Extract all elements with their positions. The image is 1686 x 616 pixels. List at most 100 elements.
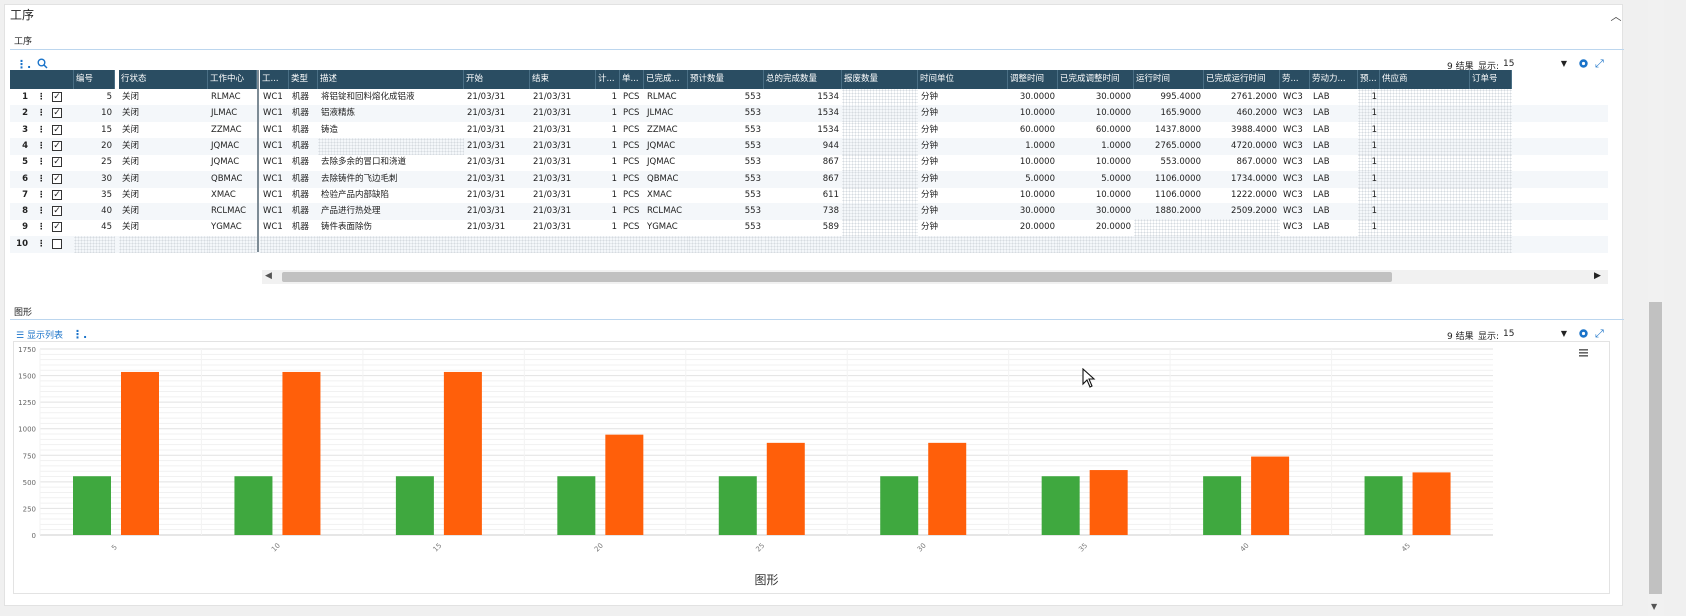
table-cell[interactable]: YGMAC <box>211 222 242 233</box>
column-header[interactable]: 劳动力... <box>1310 70 1358 89</box>
table-cell[interactable]: PCS <box>623 157 640 168</box>
table-row[interactable]: 10 ⋮ <box>10 235 1608 253</box>
chevron-up-icon[interactable]: ︿ <box>1610 10 1622 23</box>
table-cell[interactable] <box>1380 154 1470 172</box>
table-cell[interactable]: LAB <box>1313 140 1330 151</box>
table-cell[interactable]: 2765.0000 <box>1155 140 1201 151</box>
table-cell[interactable] <box>1280 235 1310 253</box>
table-row[interactable]: 1 ⋮ ✓ 5 关闭 RLMAC WC1 机器 将铝锭和回料熔化成铝液 21/03/31 21/03… <box>10 89 1608 106</box>
table-cell[interactable]: PCS <box>623 206 640 217</box>
table-cell[interactable]: 10.0000 <box>1095 157 1131 168</box>
table-cell[interactable]: 165.9000 <box>1160 108 1201 119</box>
table-cell[interactable]: WC1 <box>263 124 283 135</box>
column-header[interactable]: 运行时间 <box>1134 70 1204 89</box>
chart-more-options-icon[interactable]: ⋮. <box>72 328 88 341</box>
row-checkbox[interactable]: ✓ <box>52 173 62 184</box>
table-cell[interactable] <box>842 121 918 139</box>
table-cell[interactable]: 25 <box>101 157 112 168</box>
table-cell[interactable] <box>842 235 918 253</box>
table-cell[interactable]: 1 <box>611 189 617 200</box>
table-cell[interactable] <box>1380 89 1470 106</box>
column-header[interactable]: 报废数量 <box>842 70 918 89</box>
table-cell[interactable]: 1 <box>611 222 617 233</box>
table-cell[interactable] <box>918 235 1008 253</box>
table-cell[interactable] <box>596 235 620 253</box>
table-cell[interactable]: PCS <box>623 222 640 233</box>
table-cell[interactable]: 1534 <box>817 92 839 102</box>
table-cell[interactable]: 21/03/31 <box>533 92 572 102</box>
table-cell[interactable]: 21/03/31 <box>467 189 506 200</box>
table-cell[interactable]: 944 <box>822 140 839 151</box>
table-cell[interactable]: 机器 <box>292 206 310 217</box>
table-cell[interactable]: 1 <box>611 157 617 168</box>
table-cell[interactable]: LAB <box>1313 173 1330 184</box>
table-cell[interactable] <box>1470 154 1512 172</box>
chart-page-size-select[interactable]: 15 ▼ <box>1503 329 1567 339</box>
table-cell[interactable] <box>1470 105 1512 123</box>
table-cell[interactable] <box>318 137 464 155</box>
table-cell[interactable]: 1 <box>1358 105 1380 123</box>
table-cell[interactable]: 30 <box>101 173 112 184</box>
table-cell[interactable]: 1 <box>1358 186 1380 204</box>
column-header[interactable]: 总的完成数量 <box>764 70 842 89</box>
table-cell[interactable]: 553 <box>744 173 761 184</box>
row-menu-icon[interactable]: ⋮ <box>37 124 46 135</box>
table-cell[interactable]: 分钟 <box>921 92 939 102</box>
table-cell[interactable]: 机器 <box>292 108 310 119</box>
table-row[interactable]: 7 ⋮ ✓ 35 关闭 XMAC WC1 机器 检验产品内部缺陷 21/03/31 21/03/31… <box>10 186 1608 204</box>
column-header[interactable]: 单... <box>620 70 644 89</box>
row-menu-icon[interactable]: ⋮ <box>37 157 46 168</box>
table-cell[interactable] <box>1358 235 1380 253</box>
table-cell[interactable]: WC3 <box>1283 189 1303 200</box>
table-cell[interactable]: 1 <box>611 92 617 102</box>
table-cell[interactable] <box>1470 186 1512 204</box>
table-cell[interactable]: 1880.2000 <box>1155 206 1201 217</box>
table-cell[interactable]: 1734.0000 <box>1231 173 1277 184</box>
table-cell[interactable]: ZZMAC <box>647 124 678 135</box>
table-cell[interactable]: JQMAC <box>647 157 676 168</box>
table-cell[interactable] <box>260 235 289 253</box>
table-cell[interactable]: 机器 <box>292 140 310 151</box>
horizontal-scrollbar[interactable]: ◀ ▶ <box>262 270 1608 284</box>
table-cell[interactable]: 关闭 <box>122 140 140 151</box>
frozen-column-separator[interactable] <box>257 70 259 252</box>
table-cell[interactable]: 分钟 <box>921 108 939 119</box>
table-cell[interactable]: 21/03/31 <box>533 189 572 200</box>
table-cell[interactable]: 1.0000 <box>1025 140 1055 151</box>
table-cell[interactable]: PCS <box>623 140 640 151</box>
table-cell[interactable]: 21/03/31 <box>533 140 572 151</box>
table-cell[interactable] <box>1380 137 1470 155</box>
table-page-size-select[interactable]: 15 ▼ <box>1503 59 1567 69</box>
table-cell[interactable]: WC3 <box>1283 108 1303 119</box>
table-cell[interactable]: 30.0000 <box>1095 92 1131 102</box>
table-cell[interactable]: 4720.0000 <box>1231 140 1277 151</box>
table-cell[interactable]: 1 <box>1358 170 1380 188</box>
table-cell[interactable] <box>74 235 115 253</box>
row-menu-icon[interactable]: ⋮ <box>37 238 46 249</box>
row-checkbox[interactable]: ✓ <box>52 92 62 102</box>
table-cell[interactable] <box>842 186 918 204</box>
table-cell[interactable]: LAB <box>1313 206 1330 217</box>
table-cell[interactable]: JLMAC <box>647 108 674 119</box>
table-cell[interactable] <box>1380 235 1470 253</box>
table-cell[interactable]: 867.0000 <box>1236 157 1277 168</box>
table-cell[interactable]: 10 <box>101 108 112 119</box>
table-cell[interactable]: 关闭 <box>122 222 140 233</box>
table-cell[interactable] <box>318 235 464 253</box>
table-cell[interactable]: 45 <box>101 222 112 233</box>
table-cell[interactable]: 1 <box>611 124 617 135</box>
table-cell[interactable]: 1 <box>611 108 617 119</box>
table-cell[interactable]: 21/03/31 <box>467 108 506 119</box>
table-cell[interactable]: 553 <box>744 140 761 151</box>
table-cell[interactable]: 30.0000 <box>1019 206 1055 217</box>
table-cell[interactable]: JQMAC <box>647 140 676 151</box>
table-cell[interactable]: QBMAC <box>211 173 243 184</box>
table-cell[interactable]: 21/03/31 <box>467 157 506 168</box>
table-row[interactable]: 3 ⋮ ✓ 15 关闭 ZZMAC WC1 机器 铸造 21/03/31 21/03/31 1 PCS Z… <box>10 121 1608 139</box>
table-cell[interactable] <box>1470 137 1512 155</box>
table-cell[interactable]: 1.0000 <box>1101 140 1131 151</box>
expand-icon[interactable]: ⤢ <box>1595 57 1604 70</box>
table-cell[interactable]: 60.0000 <box>1095 124 1131 135</box>
table-cell[interactable]: WC1 <box>263 189 283 200</box>
table-cell[interactable]: PCS <box>623 173 640 184</box>
